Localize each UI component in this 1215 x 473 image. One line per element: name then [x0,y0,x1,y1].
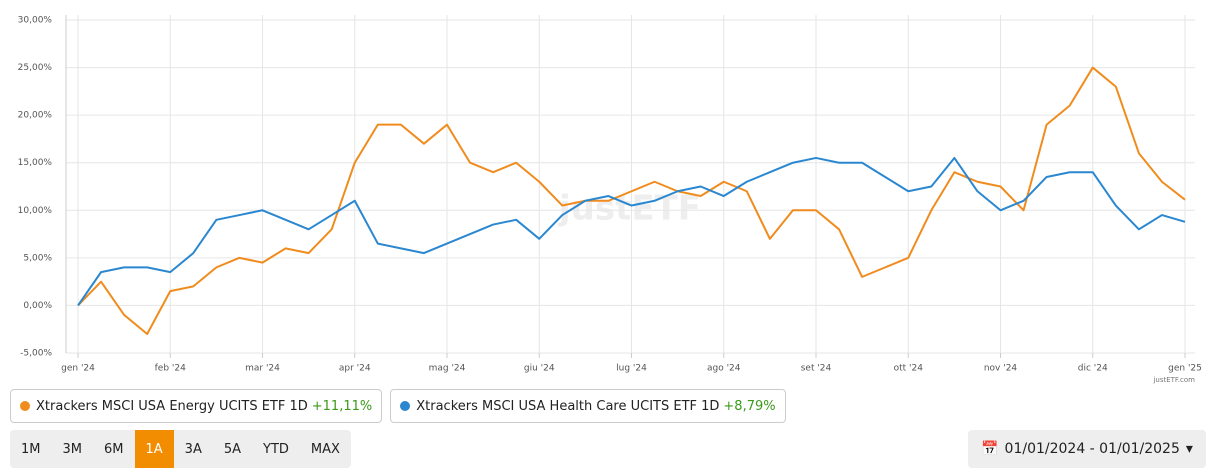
y-tick-label: 15,00% [18,158,53,168]
legend-marker [400,401,411,411]
period-button[interactable]: 3A [184,441,202,457]
y-tick-label: -5,00% [20,349,52,359]
y-tick-label: 25,00% [18,63,53,73]
x-tick-label: mag '24 [429,364,466,374]
legend-return: +11,11% [311,398,373,414]
y-tick-label: 0,00% [23,301,52,311]
legend-item[interactable]: Xtrackers MSCI USA Energy UCITS ETF 1D +1… [10,389,383,423]
source: justETF.com [1152,376,1195,384]
period-button[interactable]: 1A [134,430,174,468]
y-tick-label: 30,00% [18,16,53,26]
date-range[interactable]: 📅 01/01/2024 - 01/01/2025 ▾ [968,430,1206,468]
y-tick-label: 20,00% [18,111,53,121]
series-line [77,66,1186,335]
watermark: justETF [557,189,701,229]
x-tick-label: gen '24 [61,364,95,374]
series-line [77,156,1186,306]
x-tick-label: ago '24 [707,364,741,374]
x-tick-label: set '24 [801,364,832,374]
legend-return: +8,79% [723,398,776,414]
date-range-text: 01/01/2024 - 01/01/2025 [1004,441,1180,457]
period-button[interactable]: 1M [21,441,41,457]
period-button[interactable]: YTD [263,441,289,457]
x-tick-label: dic '24 [1078,364,1108,374]
period-button[interactable]: 3M [62,441,83,457]
x-tick-label: feb '24 [155,364,186,374]
caret: ▾ [1185,441,1193,457]
calendar-icon: 📅 [981,441,999,457]
x-tick-label: gen '25 [1168,364,1202,374]
legend-item[interactable]: Xtrackers MSCI USA Health Care UCITS ETF… [390,389,786,423]
legend-label: Xtrackers MSCI USA Health Care UCITS ETF… [416,398,720,414]
legend: Xtrackers MSCI USA Energy UCITS ETF 1D +1… [10,389,786,423]
y-tick-label: 10,00% [18,206,53,216]
x-tick-label: apr '24 [339,364,371,374]
x-tick-label: nov '24 [984,364,1018,374]
chart: justETF -5,00% 0,00% 5,00% 10,00% 15,00% 20,00… [18,15,1202,384]
x-tick-label: lug '24 [616,364,647,374]
period-button[interactable]: MAX [310,441,340,457]
period-selector: 1M 3M 6M 1A 3A 5A YTD MAX [10,430,351,468]
legend-marker [20,401,30,411]
period-button[interactable]: 5A [223,441,242,457]
x-tick-label: giu '24 [524,364,555,374]
legend-label: Xtrackers MSCI USA Energy UCITS ETF 1D [36,398,308,414]
y-tick-label: 5,00% [23,253,52,263]
period-button[interactable]: 6M [104,441,124,457]
x-tick-label: ott '24 [894,364,924,374]
x-tick-label: mar '24 [245,364,280,374]
